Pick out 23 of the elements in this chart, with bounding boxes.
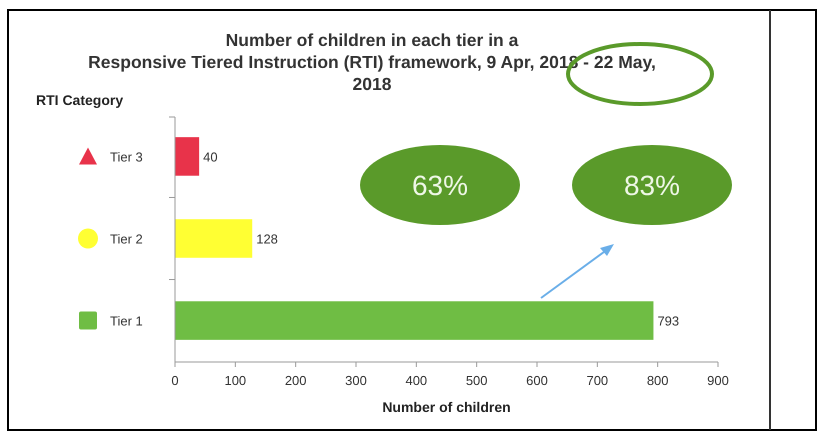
x-tick-label: 700 <box>586 373 608 388</box>
x-tick-label: 500 <box>466 373 488 388</box>
annotation: 63% <box>412 170 468 201</box>
y-tick-label: Tier 2 <box>110 232 143 246</box>
data-label: 793 <box>657 314 680 329</box>
y-tick-label: Tier 3 <box>110 149 143 164</box>
x-tick-label: 100 <box>224 373 246 388</box>
x-tick-label: 800 <box>646 373 669 388</box>
annotation: 83% <box>624 170 680 201</box>
x-tick-label: 600 <box>526 373 548 388</box>
data-label: 128 <box>256 232 278 246</box>
bar <box>175 137 200 176</box>
x-tick-label: 200 <box>284 373 307 388</box>
bar <box>175 301 654 340</box>
x-axis-title: Number of children <box>382 399 511 415</box>
y-tick-label: Tier 1 <box>110 314 143 329</box>
x-tick-label: 0 <box>171 373 179 388</box>
x-tick-label: 400 <box>405 373 428 388</box>
x-tick-label: 300 <box>345 373 367 388</box>
bar <box>175 219 252 258</box>
x-tick-label: 900 <box>707 373 729 388</box>
y-axis-title: RTI Category <box>36 92 124 108</box>
data-label: 40 <box>203 149 218 164</box>
